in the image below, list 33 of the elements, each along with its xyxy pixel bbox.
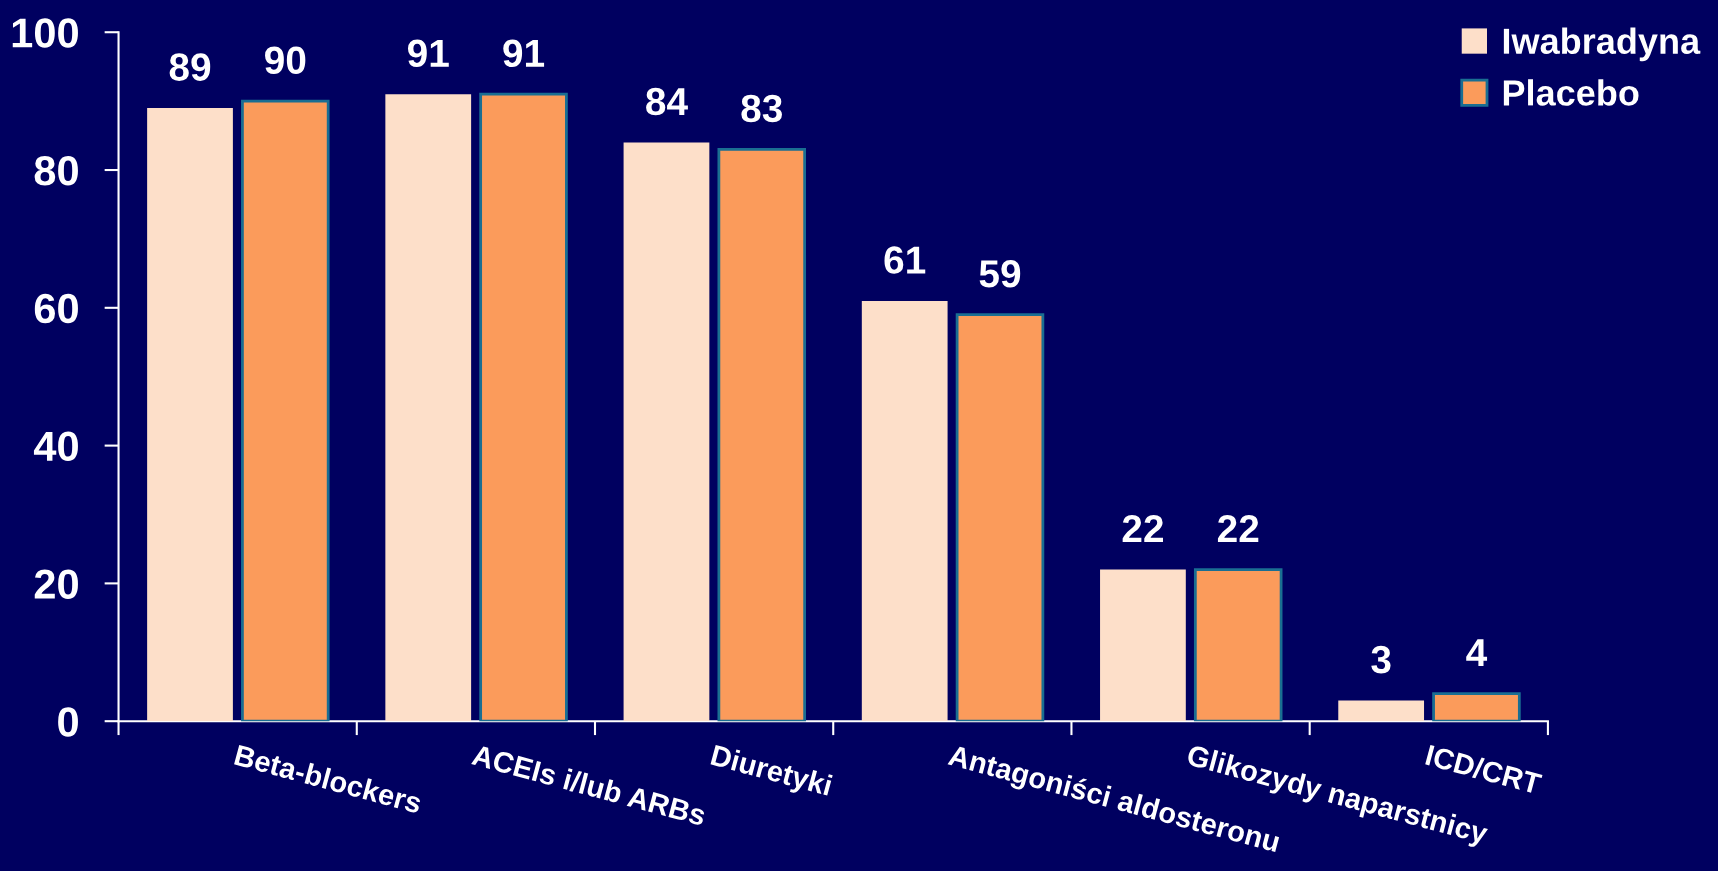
bar bbox=[241, 99, 330, 722]
data-label: 89 bbox=[169, 53, 211, 81]
y-tick-label: 20 bbox=[34, 569, 78, 599]
data-label: 22 bbox=[1122, 514, 1163, 543]
y-tick-label: 40 bbox=[33, 431, 78, 462]
bar bbox=[717, 147, 807, 722]
data-label: 90 bbox=[265, 46, 306, 74]
data-label: 61 bbox=[884, 246, 926, 274]
legend-label: Placebo bbox=[1503, 79, 1639, 106]
data-label: 83 bbox=[741, 94, 782, 123]
data-label: 22 bbox=[1217, 514, 1259, 543]
bar bbox=[385, 94, 472, 722]
bar bbox=[623, 142, 710, 722]
bar bbox=[955, 313, 1045, 722]
bar bbox=[479, 92, 568, 722]
legend-label: Iwabradyna bbox=[1503, 27, 1701, 62]
y-tick-label: 0 bbox=[58, 707, 78, 737]
bar bbox=[147, 108, 233, 722]
data-label: 91 bbox=[503, 39, 545, 68]
data-label: 91 bbox=[407, 39, 449, 68]
data-label: 3 bbox=[1371, 645, 1391, 674]
data-label: 84 bbox=[646, 87, 688, 116]
bar bbox=[1193, 568, 1283, 722]
y-tick-label: 100 bbox=[12, 18, 78, 48]
bar bbox=[1100, 569, 1186, 722]
data-label: 59 bbox=[979, 260, 1021, 288]
x-tick-label: ACEIs i/lub ARBs bbox=[470, 743, 707, 827]
bar bbox=[861, 300, 948, 722]
data-label: 4 bbox=[1466, 639, 1488, 667]
y-tick-label: 80 bbox=[34, 156, 78, 186]
bar bbox=[1338, 700, 1425, 722]
bar bbox=[1432, 692, 1521, 722]
y-tick-label: 60 bbox=[34, 293, 78, 324]
